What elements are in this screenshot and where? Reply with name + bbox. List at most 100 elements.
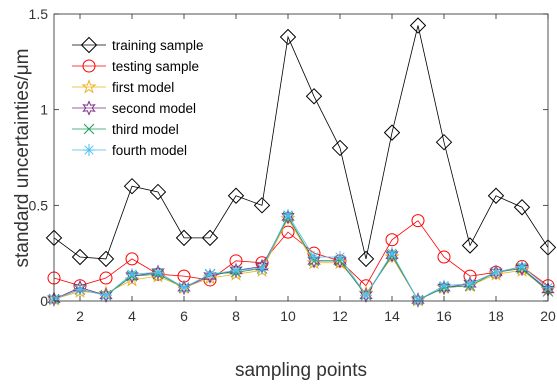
- legend-entry-3: first model: [72, 78, 174, 95]
- data-point: [516, 260, 528, 273]
- data-point: [359, 287, 373, 304]
- data-point: [307, 253, 321, 269]
- data-point: [515, 260, 529, 277]
- data-point: [281, 225, 295, 239]
- data-point: [411, 214, 425, 228]
- data-point: [230, 264, 242, 277]
- legend-entry-6: fourth model: [72, 143, 187, 158]
- legend: training sample testing sample first model…: [72, 36, 204, 158]
- data-point: [151, 264, 165, 281]
- data-point: [513, 199, 531, 216]
- plot-area: [54, 14, 548, 301]
- data-point: [409, 17, 427, 34]
- legend-label: third model: [112, 122, 179, 137]
- data-point: [253, 197, 271, 214]
- data-point: [385, 247, 399, 263]
- legend-marker: [82, 100, 96, 116]
- data-point: [99, 287, 113, 304]
- data-point: [202, 270, 218, 285]
- legend-label: fourth model: [112, 143, 187, 158]
- data-point: [97, 250, 115, 268]
- y-axis-title: standard uncertainties/μm: [12, 48, 33, 267]
- x-tick-label: 10: [280, 308, 296, 324]
- data-point: [305, 88, 323, 105]
- data-point: [461, 237, 479, 254]
- x-tick-label: 2: [76, 308, 84, 324]
- data-point: [490, 266, 502, 279]
- legend-entry-1: training sample: [72, 36, 204, 54]
- data-point: [357, 250, 375, 268]
- series-layer: [45, 17, 557, 308]
- x-tick-label: 6: [180, 308, 188, 324]
- data-point: [464, 277, 476, 290]
- series-line: [53, 220, 549, 287]
- data-point: [385, 233, 399, 247]
- data-point: [383, 124, 401, 141]
- data-point: [280, 210, 296, 226]
- series-1: [45, 17, 557, 268]
- data-point: [229, 262, 243, 279]
- data-point: [412, 294, 424, 307]
- data-point: [126, 268, 138, 281]
- legend-marker: [82, 59, 96, 73]
- legend-marker: [80, 36, 98, 54]
- data-point: [281, 209, 295, 225]
- data-point: [282, 208, 294, 221]
- data-point: [279, 28, 297, 46]
- legend-label: second model: [112, 101, 196, 116]
- data-point: [125, 268, 139, 284]
- data-point: [227, 187, 245, 204]
- data-point: [125, 252, 139, 266]
- x-tick-label: 18: [488, 308, 504, 324]
- data-point: [333, 253, 347, 269]
- data-point: [384, 248, 400, 264]
- data-point: [308, 250, 320, 263]
- data-point: [123, 177, 141, 195]
- y-tick-label: 0: [40, 293, 48, 309]
- data-point: [435, 133, 453, 151]
- data-point: [514, 262, 530, 277]
- data-point: [386, 247, 398, 260]
- data-point: [100, 289, 112, 302]
- series-line: [53, 25, 549, 260]
- legend-label: testing sample: [112, 59, 199, 74]
- data-point: [71, 248, 89, 266]
- series-line: [53, 215, 549, 301]
- legend-label: training sample: [112, 38, 204, 53]
- legend-marker: [83, 123, 95, 135]
- data-point: [178, 281, 190, 294]
- data-point: [256, 262, 268, 275]
- x-tick-label: 20: [540, 308, 556, 324]
- y-tick-label: 1: [40, 102, 48, 118]
- legend-entry-4: second model: [72, 100, 196, 116]
- data-point: [334, 250, 346, 263]
- data-point: [487, 187, 505, 204]
- data-point: [204, 268, 216, 281]
- data-point: [201, 229, 219, 247]
- x-axis-title: sampling points: [235, 360, 367, 381]
- data-point: [175, 229, 193, 247]
- legend-marker: [81, 78, 97, 94]
- data-point: [437, 279, 451, 296]
- data-point: [99, 271, 113, 285]
- x-tick-label: 4: [128, 308, 136, 324]
- data-point: [438, 279, 450, 292]
- data-point: [463, 276, 477, 292]
- legend-label: first model: [112, 80, 174, 95]
- data-point: [47, 291, 61, 307]
- x-tick-label: 14: [384, 308, 400, 324]
- legend-marker: [83, 144, 95, 156]
- x-tick-label: 12: [332, 308, 348, 324]
- legend-entry-2: testing sample: [72, 59, 199, 74]
- x-tick-label: 8: [232, 308, 240, 324]
- data-point: [152, 266, 164, 279]
- axes-box: [53, 13, 549, 302]
- legend-entry-5: third model: [72, 122, 179, 137]
- data-point: [74, 283, 86, 296]
- x-tick-label: 16: [436, 308, 452, 324]
- axes-layer: 2 4 6 8 10 12 14 16 18 20 0 0.5 1 1.5: [29, 6, 556, 324]
- data-point: [331, 139, 349, 157]
- data-point: [489, 264, 503, 281]
- data-point: [437, 250, 451, 264]
